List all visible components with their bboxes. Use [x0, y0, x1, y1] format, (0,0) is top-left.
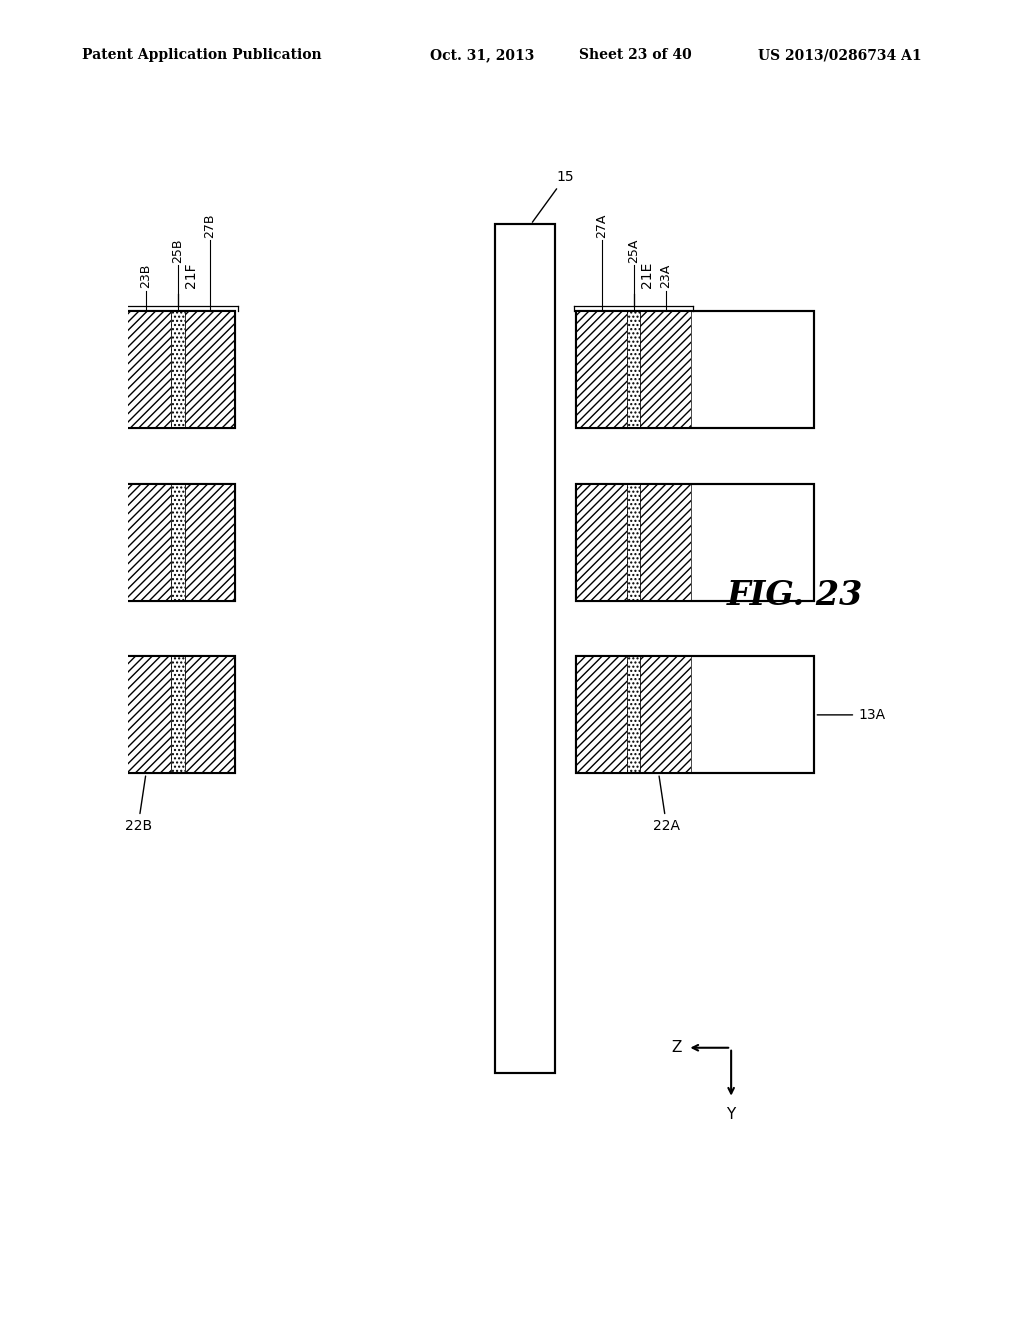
Bar [121, 656, 171, 774]
Bar [0, 656, 236, 774]
Bar [640, 312, 690, 428]
Bar [0, 483, 236, 601]
Text: 25B: 25B [171, 239, 184, 263]
Bar [627, 312, 640, 428]
Text: 23A: 23A [659, 264, 672, 289]
Bar [577, 656, 627, 774]
Bar [185, 656, 236, 774]
Bar [0, 312, 236, 428]
Bar [121, 656, 171, 774]
Bar [640, 312, 690, 428]
Bar [577, 483, 814, 601]
Bar [171, 483, 185, 601]
Text: Oct. 31, 2013: Oct. 31, 2013 [430, 49, 535, 62]
Bar [627, 656, 640, 774]
Text: FIG. 23: FIG. 23 [726, 579, 863, 612]
Bar [185, 312, 236, 428]
Text: 22A: 22A [653, 776, 680, 833]
Text: 15: 15 [532, 170, 574, 222]
Bar [185, 483, 236, 601]
Text: Z: Z [672, 1040, 682, 1055]
Bar [121, 483, 171, 601]
Bar [627, 483, 640, 601]
Bar [121, 483, 171, 601]
Bar [185, 656, 236, 774]
Text: 21F: 21F [184, 263, 199, 289]
Bar [577, 656, 627, 774]
Bar [577, 312, 814, 428]
Bar [185, 483, 236, 601]
Text: 25A: 25A [627, 239, 640, 263]
Bar [577, 656, 814, 774]
Bar [171, 312, 185, 428]
Bar [577, 483, 627, 601]
Text: 27B: 27B [204, 213, 216, 238]
Text: Sheet 23 of 40: Sheet 23 of 40 [579, 49, 691, 62]
Bar [0, 483, 236, 601]
Bar [577, 483, 627, 601]
Text: 27A: 27A [595, 214, 608, 238]
Bar [627, 483, 640, 601]
Bar [640, 483, 690, 601]
Bar [577, 483, 814, 601]
Bar [171, 656, 185, 774]
Bar [171, 656, 185, 774]
Text: 22B: 22B [125, 776, 152, 833]
Bar [121, 312, 171, 428]
Text: Y: Y [726, 1106, 736, 1122]
Bar [577, 312, 627, 428]
Bar [0, 312, 236, 428]
Bar [577, 312, 627, 428]
Bar [495, 224, 555, 1073]
Bar [171, 312, 185, 428]
Bar [577, 656, 814, 774]
Bar [640, 656, 690, 774]
Bar [627, 656, 640, 774]
Bar [627, 312, 640, 428]
Text: 13A: 13A [817, 708, 885, 722]
Bar [121, 312, 171, 428]
Bar [0, 656, 236, 774]
Text: US 2013/0286734 A1: US 2013/0286734 A1 [758, 49, 922, 62]
Bar [640, 656, 690, 774]
Text: 23B: 23B [139, 264, 153, 289]
Bar [171, 483, 185, 601]
Text: 21E: 21E [640, 263, 654, 289]
Bar [495, 224, 555, 1073]
Bar [185, 312, 236, 428]
Bar [640, 483, 690, 601]
Text: Patent Application Publication: Patent Application Publication [82, 49, 322, 62]
Bar [577, 312, 814, 428]
